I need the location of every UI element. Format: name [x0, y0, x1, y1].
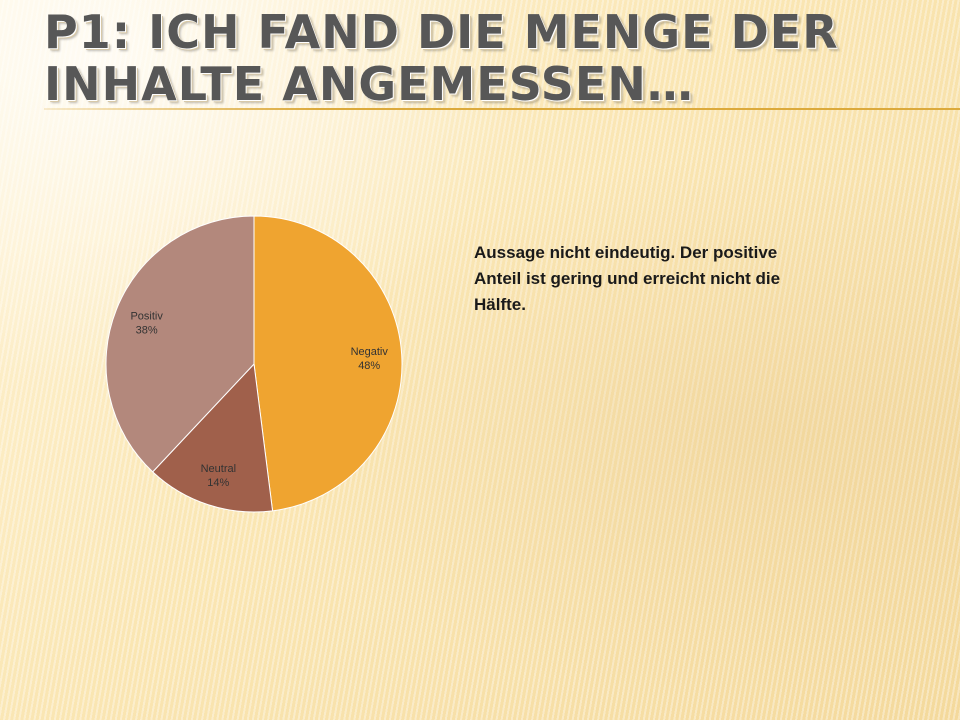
pie-slice-negativ [253, 215, 403, 512]
pie-label-category-neutral: Neutral [201, 463, 236, 475]
pie-chart-svg: Negativ 48% Neutral 14% Positiv 38% [105, 215, 403, 513]
pie-label-category-positiv: Positiv [130, 311, 163, 323]
pie-label-category-negativ: Negativ [351, 346, 389, 358]
pie-slice-positiv [105, 215, 255, 473]
slide-body-text: Aussage nicht eindeutig. Der positive An… [474, 243, 781, 314]
pie-label-value-positiv: 38% [136, 325, 158, 337]
pie-chart: Negativ 48% Neutral 14% Positiv 38% [80, 195, 440, 535]
pie-label-value-negativ: 48% [358, 360, 380, 372]
pie-label-value-neutral: 14% [207, 477, 229, 489]
title-divider [44, 108, 960, 110]
slide-title: P1: Ich fand die Menge der Inhalte angem… [44, 5, 839, 111]
pie-slice-neutral [151, 362, 274, 513]
